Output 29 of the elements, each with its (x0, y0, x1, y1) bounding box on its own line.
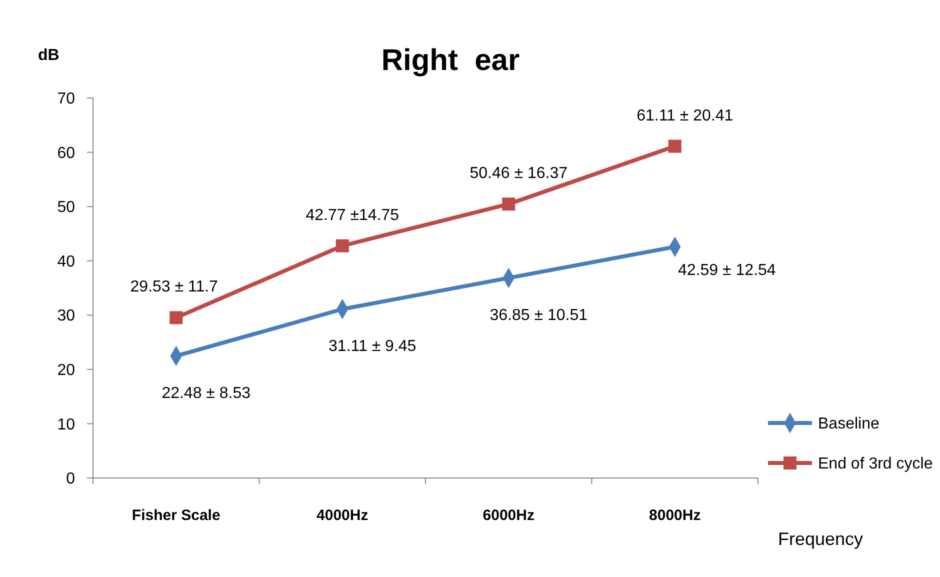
y-axis-title: dB (38, 47, 60, 64)
data-label: 42.59 ± 12.54 (678, 262, 776, 279)
y-tick-label: 60 (57, 144, 76, 162)
data-label: 22.48 ± 8.53 (162, 384, 251, 402)
legend-label: Baseline (818, 416, 880, 433)
y-tick-label: 0 (66, 470, 76, 488)
x-tick-label: 4000Hz (316, 507, 368, 524)
chart-title: Right ear (381, 44, 520, 77)
y-tick-label: 30 (57, 308, 76, 325)
y-tick-label: 50 (57, 199, 76, 216)
x-tick-label: 6000Hz (482, 507, 534, 524)
legend-label: End of 3rd cycle (818, 456, 933, 473)
x-tick-label: Fisher Scale (132, 507, 220, 524)
y-tick-label: 70 (57, 90, 76, 108)
y-tick-label: 20 (57, 362, 76, 380)
point (336, 239, 349, 252)
point (502, 198, 516, 211)
data-label: 31.11 ± 9.45 (328, 338, 416, 356)
data-label: 61.11 ± 20.41 (636, 107, 734, 124)
y-tick-label: 10 (57, 416, 76, 434)
point (668, 140, 682, 153)
data-label: 42.77 ±14.75 (306, 206, 400, 224)
point (170, 311, 183, 324)
x-tick-label: 8000Hz (649, 507, 701, 524)
x-axis-title: Frequency (778, 529, 864, 549)
data-label: 29.53 ± 11.7 (130, 278, 218, 296)
data-label: 36.85 ± 10.51 (490, 306, 588, 324)
data-label: 50.46 ± 16.37 (470, 165, 568, 182)
y-tick-label: 40 (57, 253, 76, 270)
